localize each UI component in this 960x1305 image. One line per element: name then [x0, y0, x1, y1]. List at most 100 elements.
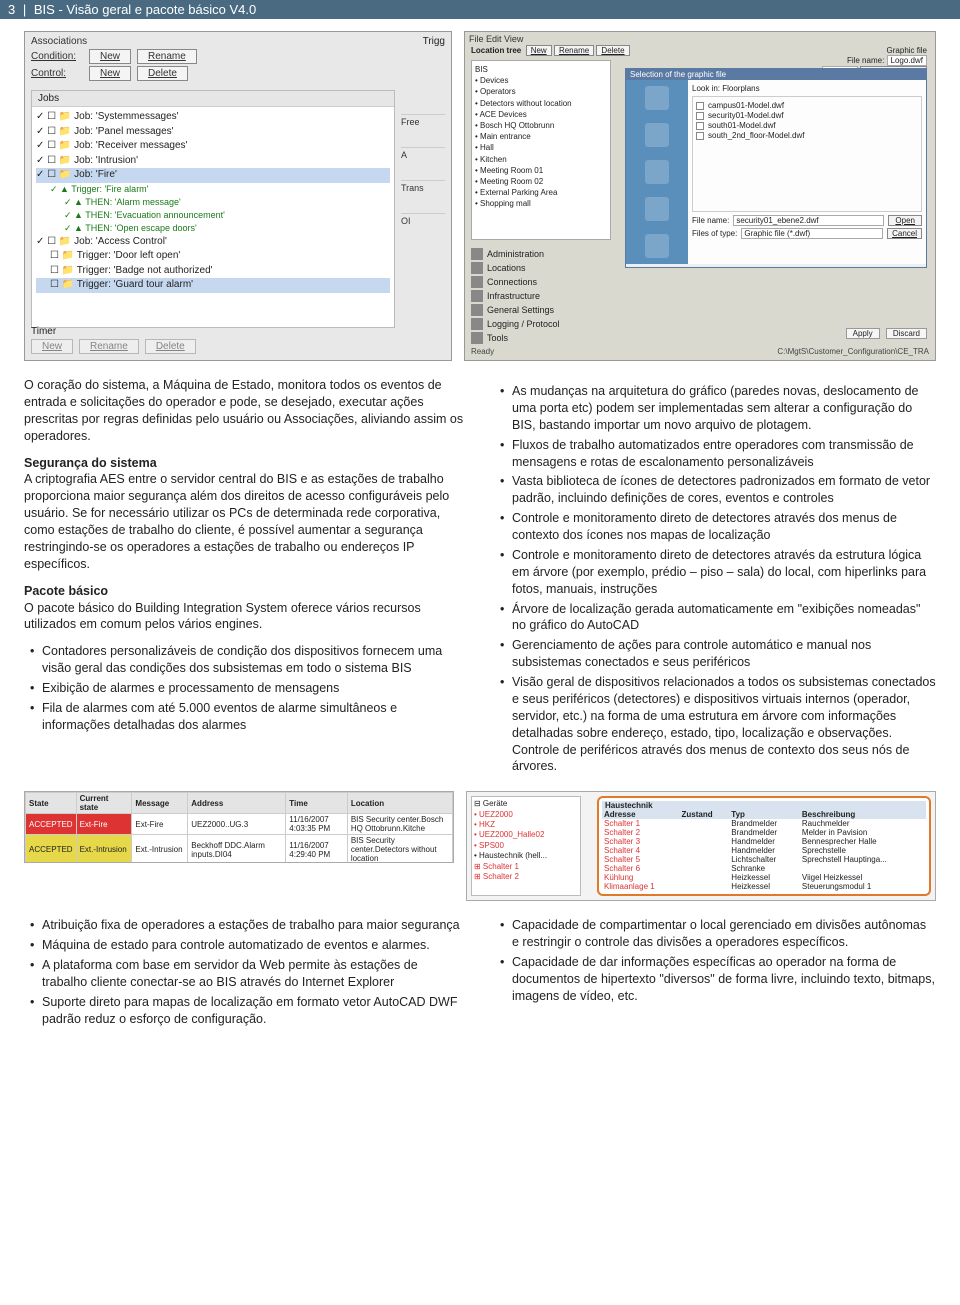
- control-delete-button[interactable]: Delete: [137, 66, 188, 81]
- tree-row[interactable]: ✓ ☐ 📁 Job: 'Intrusion': [36, 154, 390, 169]
- bullet-list: Atribuição fixa de operadores a estações…: [24, 917, 466, 1027]
- nav-item[interactable]: Administration: [471, 248, 560, 260]
- col-location: Location: [347, 793, 452, 814]
- tree-row[interactable]: • ACE Devices: [475, 109, 607, 120]
- free-label: Free: [401, 114, 445, 127]
- list-item: Controle e monitoramento direto de detec…: [494, 510, 936, 544]
- locations-icon: [471, 262, 483, 274]
- logging-icon: [471, 318, 483, 330]
- loc-new-button[interactable]: New: [526, 45, 552, 56]
- cancel-button[interactable]: Cancel: [887, 228, 922, 239]
- tree-row[interactable]: ☐ 📁 Trigger: 'Door left open': [36, 249, 390, 264]
- callout-title: Haustechnik: [602, 801, 926, 810]
- col-time: Time: [286, 793, 348, 814]
- tree-row[interactable]: • SPS00: [474, 841, 578, 851]
- tree-row[interactable]: • Haustechnik (hell...: [474, 851, 578, 861]
- trans-label: Trans: [401, 180, 445, 193]
- file-item[interactable]: south_2nd_floor-Model.dwf: [696, 131, 918, 140]
- timer-new-button[interactable]: New: [31, 339, 73, 354]
- apply-button[interactable]: Apply: [846, 328, 880, 339]
- page-header: 3 | BIS - Visão geral e pacote básico V4…: [0, 0, 960, 19]
- bullet-list: As mudanças na arquitetura do gráfico (p…: [494, 383, 936, 775]
- file-item[interactable]: south01-Model.dwf: [696, 121, 918, 130]
- tree-row-selected[interactable]: ☐ 📁 Trigger: 'Guard tour alarm': [36, 278, 390, 293]
- tree-row[interactable]: • Bosch HQ Ottobrunn: [475, 120, 607, 131]
- file-item[interactable]: campus01-Model.dwf: [696, 101, 918, 110]
- tree-row[interactable]: • UEZ2000: [474, 810, 578, 820]
- table-row[interactable]: ACCEPTEDExt.-IntrusionExt.-IntrusionBeck…: [26, 835, 453, 864]
- nav-item[interactable]: Connections: [471, 276, 560, 288]
- jobs-tree[interactable]: ✓ ☐ 📁 Job: 'Systemmessages' ✓ ☐ 📁 Job: '…: [32, 107, 394, 296]
- tree-row[interactable]: ⊟ Geräte: [474, 799, 578, 809]
- desktop-icon[interactable]: [645, 123, 669, 147]
- col-current: Current state: [76, 793, 132, 814]
- tree-row[interactable]: BIS: [475, 64, 607, 75]
- tree-row[interactable]: • Detectors without location: [475, 98, 607, 109]
- condition-new-button[interactable]: New: [89, 49, 131, 64]
- loc-rename-button[interactable]: Rename: [554, 45, 594, 56]
- file-type-select[interactable]: Graphic file (*.dwf): [741, 228, 883, 239]
- device-tree[interactable]: ⊟ Geräte • UEZ2000 • HKZ • UEZ2000_Halle…: [471, 796, 581, 896]
- tree-row[interactable]: ✓ ☐ 📁 Job: 'Access Control': [36, 235, 390, 250]
- heading-basic-package: Pacote básico: [24, 584, 108, 598]
- timer-delete-button[interactable]: Delete: [145, 339, 196, 354]
- recent-icon[interactable]: [645, 86, 669, 110]
- control-new-button[interactable]: New: [89, 66, 131, 81]
- network-icon[interactable]: [645, 234, 669, 258]
- tree-row[interactable]: ✓ ▲ THEN: 'Evacuation announcement': [36, 209, 390, 222]
- table-row[interactable]: ACCEPTEDExt-FireExt-FireUEZ2000..UG.311/…: [26, 814, 453, 835]
- tree-row[interactable]: ☐ 📁 Trigger: 'Badge not authorized': [36, 264, 390, 279]
- control-label: Control:: [31, 68, 83, 79]
- tree-row[interactable]: ✓ ☐ 📁 Job: 'Receiver messages': [36, 139, 390, 154]
- discard-button[interactable]: Discard: [886, 328, 927, 339]
- tree-row[interactable]: ✓ ▲ Trigger: 'Fire alarm': [36, 183, 390, 196]
- dialog-places-bar[interactable]: [626, 80, 688, 264]
- list-item: A plataforma com base em servidor da Web…: [24, 957, 466, 991]
- file-open-dialog: Selection of the graphic file Look in: F…: [625, 68, 927, 268]
- oi-label: OI: [401, 213, 445, 226]
- tree-row[interactable]: ⊞ Schalter 1: [474, 862, 578, 872]
- tree-row[interactable]: • Devices: [475, 75, 607, 86]
- tree-row[interactable]: ✓ ☐ 📁 Job: 'Systemmessages': [36, 110, 390, 125]
- tree-row[interactable]: ✓ ▲ THEN: 'Alarm message': [36, 196, 390, 209]
- tree-row[interactable]: • Main entrance: [475, 131, 607, 142]
- timer-rename-button[interactable]: Rename: [79, 339, 139, 354]
- heading-security: Segurança do sistema: [24, 456, 157, 470]
- tree-row[interactable]: • Operators: [475, 86, 607, 97]
- nav-item[interactable]: Logging / Protocol: [471, 318, 560, 330]
- nav-item[interactable]: Infrastructure: [471, 290, 560, 302]
- menubar[interactable]: File Edit View: [469, 34, 523, 44]
- tree-row[interactable]: ⊞ Schalter 2: [474, 872, 578, 882]
- location-tree[interactable]: BIS • Devices • Operators • Detectors wi…: [471, 60, 611, 240]
- nav-item[interactable]: Tools: [471, 332, 560, 344]
- tree-row[interactable]: ✓ ▲ THEN: 'Open escape doors': [36, 222, 390, 235]
- tree-row[interactable]: ✓ ☐ 📁 Job: 'Panel messages': [36, 125, 390, 140]
- tree-row[interactable]: • Meeting Room 02: [475, 176, 607, 187]
- page-title: BIS - Visão geral e pacote básico V4.0: [34, 2, 256, 17]
- tree-row[interactable]: • HKZ: [474, 820, 578, 830]
- tree-row[interactable]: • External Parking Area: [475, 187, 607, 198]
- list-item: Fluxos de trabalho automatizados entre o…: [494, 437, 936, 471]
- nav-item[interactable]: Locations: [471, 262, 560, 274]
- tree-row[interactable]: • Shopping mall: [475, 198, 607, 209]
- tree-row-selected[interactable]: ✓ ☐ 📁 Job: 'Fire': [36, 168, 390, 183]
- status-path: C:\MgtS\Customer_Configuration\CE_TRA: [777, 347, 929, 356]
- loc-delete-button[interactable]: Delete: [596, 45, 629, 56]
- computer-icon[interactable]: [645, 197, 669, 221]
- documents-icon[interactable]: [645, 160, 669, 184]
- jobs-header: Jobs: [32, 91, 394, 107]
- tree-row[interactable]: • UEZ2000_Halle02: [474, 830, 578, 840]
- file-item[interactable]: security01-Model.dwf: [696, 111, 918, 120]
- tree-row[interactable]: • Meeting Room 01: [475, 165, 607, 176]
- tree-row[interactable]: • Kitchen: [475, 154, 607, 165]
- screenshot-device-tree: ⊟ Geräte • UEZ2000 • HKZ • UEZ2000_Halle…: [466, 791, 936, 901]
- look-in-field[interactable]: Look in: Floorplans: [692, 84, 922, 93]
- condition-rename-button[interactable]: Rename: [137, 49, 197, 64]
- a-label: A: [401, 147, 445, 160]
- file-name-input[interactable]: security01_ebene2.dwf: [733, 215, 884, 226]
- nav-item[interactable]: General Settings: [471, 304, 560, 316]
- tree-row[interactable]: • Hall: [475, 142, 607, 153]
- condition-label: Condition:: [31, 51, 83, 62]
- list-item: Visão geral de dispositivos relacionados…: [494, 674, 936, 775]
- open-button[interactable]: Open: [888, 215, 922, 226]
